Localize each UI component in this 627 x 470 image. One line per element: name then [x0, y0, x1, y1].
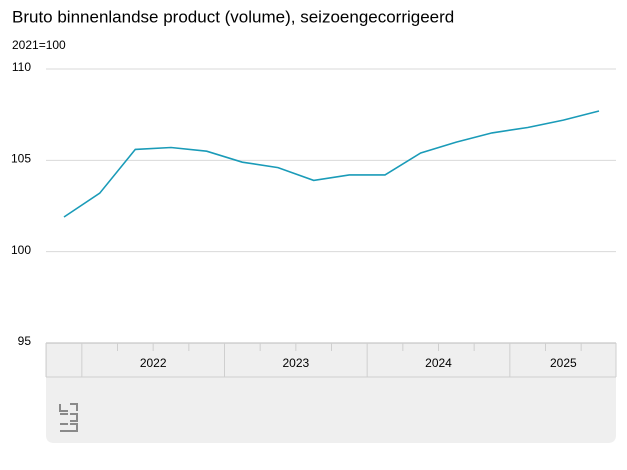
- chart-subtitle: 2021=100: [12, 38, 66, 52]
- line: [63, 110, 600, 218]
- y-tick-label: 110: [12, 60, 31, 74]
- logo: [59, 403, 78, 432]
- y-tick-label: 100: [11, 243, 31, 257]
- x-tick-label: 2024: [425, 356, 452, 370]
- x-tick-label: 2025: [550, 356, 577, 370]
- x-tick-label: 2023: [282, 356, 309, 370]
- y-tick-label: 95: [18, 334, 32, 348]
- axis-panel: [46, 343, 616, 443]
- chart-title: Bruto binnenlandse product (volume), sei…: [12, 7, 454, 26]
- y-tick-label: 105: [11, 152, 31, 166]
- x-tick-label: 2022: [140, 356, 167, 370]
